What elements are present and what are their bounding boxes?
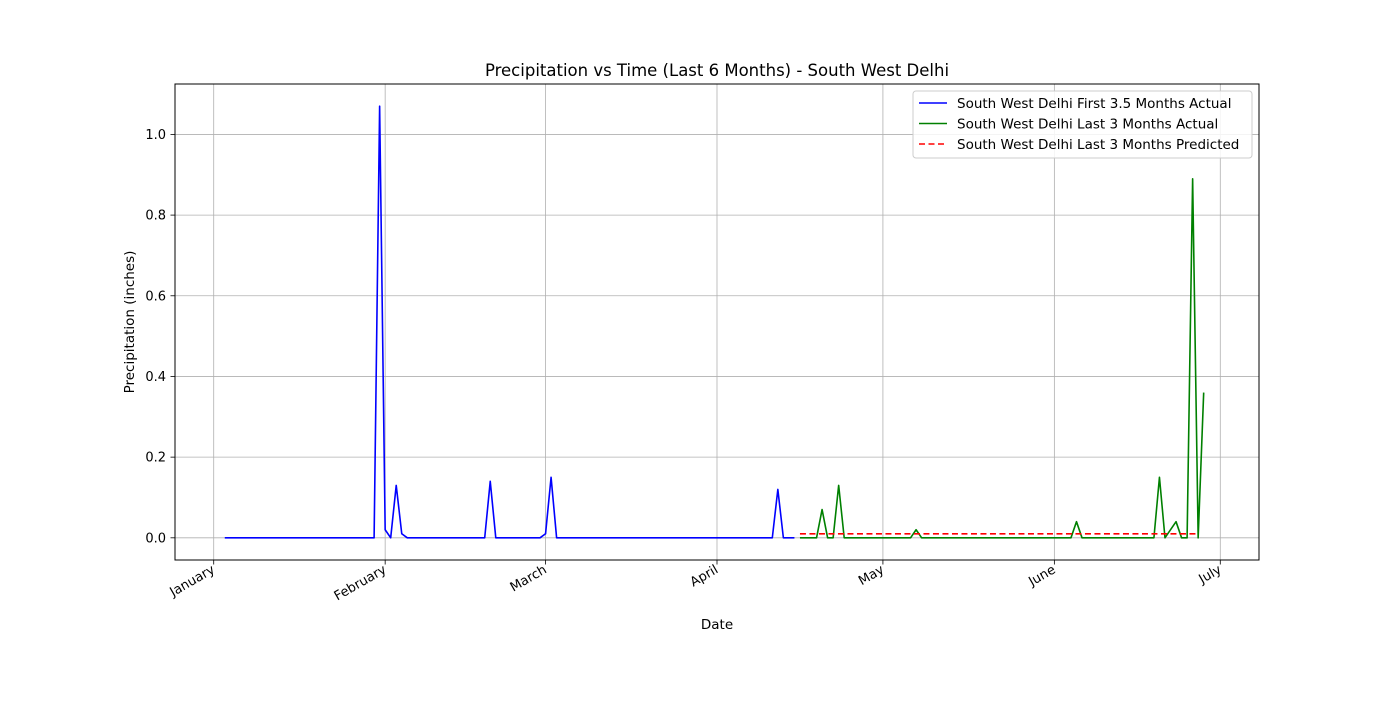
x-axis-title: Date bbox=[701, 617, 733, 633]
y-axis-title: Precipitation (inches) bbox=[122, 251, 138, 394]
chart-title: Precipitation vs Time (Last 6 Months) - … bbox=[485, 61, 949, 80]
series-line-2 bbox=[799, 178, 1205, 539]
legend-label-2: South West Delhi Last 3 Months Actual bbox=[957, 116, 1218, 132]
legend: South West Delhi First 3.5 Months Actual… bbox=[912, 90, 1253, 159]
legend-box bbox=[912, 90, 1253, 159]
y-tick-label: 0.6 bbox=[145, 289, 166, 304]
y-tick-label: 0.8 bbox=[145, 209, 166, 224]
y-axis-ticks: 0.0 0.2 0.4 0.6 0.8 1.0 bbox=[145, 128, 175, 546]
y-tick-label: 1.0 bbox=[145, 128, 166, 143]
y-tick-label: 0.4 bbox=[145, 370, 166, 385]
series-layer bbox=[224, 105, 1205, 539]
y-tick-label: 0.0 bbox=[145, 531, 166, 546]
legend-label-3: South West Delhi Last 3 Months Predicted bbox=[957, 137, 1239, 153]
y-tick-label: 0.2 bbox=[145, 451, 166, 466]
series-line-1 bbox=[224, 105, 795, 539]
legend-label-1: South West Delhi First 3.5 Months Actual bbox=[957, 96, 1231, 112]
